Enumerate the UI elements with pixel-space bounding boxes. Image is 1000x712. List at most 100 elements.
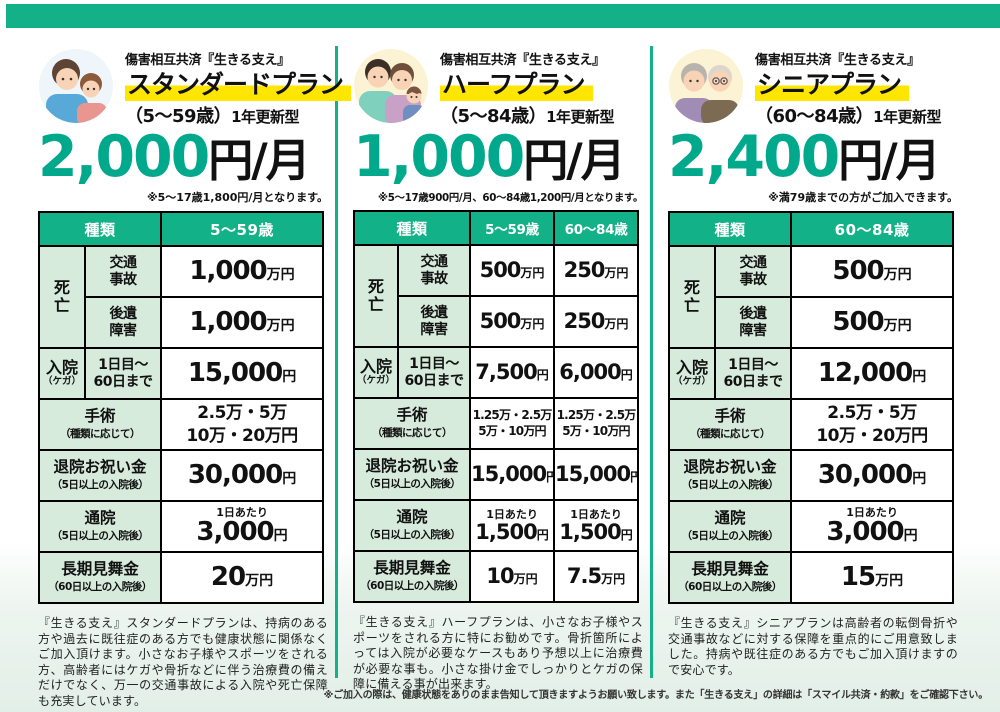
kind-header-cell: 種類 bbox=[667, 211, 793, 247]
benefits-table: 種類 60～84歳 死亡交通 事故 500万円 後遺 障害 500万円 入院 （ケガ） 1日目～… bbox=[667, 211, 955, 604]
value-number: 15 bbox=[840, 561, 876, 592]
label-line: 1日目～ bbox=[409, 356, 459, 373]
value-unit: 円 bbox=[273, 528, 288, 545]
column-divider bbox=[335, 46, 338, 678]
benefit-value-cell: 20万円 bbox=[160, 551, 325, 604]
benefit-label-cell: 退院お祝い金 （5日以上の入院後） bbox=[37, 449, 163, 502]
benefit-label-cell: 後遺 障害 bbox=[83, 296, 163, 349]
value-number: 500 bbox=[479, 258, 522, 283]
value-unit: 万円 bbox=[520, 266, 545, 281]
value-line: 5万・10万円 bbox=[478, 423, 546, 438]
benefits-table: 種類 5～59歳 死亡交通 事故 1,000万円 後遺 障害 1,000万円 入院 （ケガ） 1… bbox=[37, 211, 325, 604]
series-label: 傷害相互共済『生きる支え』 bbox=[755, 53, 920, 68]
benefit-label: 退院お祝い金 bbox=[53, 458, 147, 477]
label-line: 障害 bbox=[420, 321, 449, 338]
label-line: 交通 bbox=[109, 255, 138, 272]
benefit-value-cell: 12,000円 bbox=[790, 347, 955, 400]
benefit-value-cell: 15,000円 bbox=[553, 448, 640, 501]
value-unit: 円 bbox=[620, 528, 633, 543]
value-line: 5万・10万円 bbox=[562, 423, 630, 438]
benefit-label-note: （60日以上の入院後） bbox=[360, 579, 464, 592]
table-row: 通院 （5日以上の入院後） 1日あたり 3,000円 bbox=[37, 500, 325, 553]
price-unit: 円/月 bbox=[838, 134, 940, 187]
label-line: 後遺 bbox=[739, 306, 768, 323]
value-unit: 万円 bbox=[513, 572, 538, 587]
plan-name: ハーフプラン bbox=[440, 70, 593, 101]
standard-plan-panel: 傷害相互共済『生きる支え』 スタンダードプラン （5～59歳）1年更新型 2,0… bbox=[37, 48, 352, 709]
benefit-label-cell: 退院お祝い金 （5日以上の入院後） bbox=[667, 449, 793, 502]
label-line: 障害 bbox=[109, 322, 138, 339]
age-range: （5～84歳） bbox=[440, 106, 547, 127]
table-row: 手術 （種類に応じて） 1.25万・2.5万 5万・10万円 1.25万・2.5万 5万・… bbox=[352, 397, 640, 450]
plan-header: 傷害相互共済『生きる支え』 シニアプラン （60～84歳）1年更新型 bbox=[668, 48, 958, 127]
value-unit: 円 bbox=[546, 470, 552, 484]
value-prefix: 1日あたり bbox=[216, 506, 268, 520]
half-plan-panel: 傷害相互共済『生きる支え』 ハーフプラン （5～84歳）1年更新型 1,000円… bbox=[352, 48, 643, 693]
value-line: 10万・20万円 bbox=[816, 425, 928, 446]
label-line: 亡 bbox=[367, 295, 384, 314]
value-number: 250 bbox=[563, 258, 606, 283]
value-line: 1,500円 bbox=[472, 520, 552, 545]
benefit-value-cell: 7.5万円 bbox=[553, 550, 640, 603]
age-header-cell: 60～84歳 bbox=[790, 211, 955, 247]
label-line: 死 bbox=[367, 277, 384, 297]
benefit-group-cell: 死亡 bbox=[353, 244, 399, 348]
benefit-value-cell: 10万円 bbox=[469, 550, 556, 603]
benefit-label: 手術 bbox=[714, 407, 746, 426]
benefit-label-cell: 手術 （種類に応じて） bbox=[667, 398, 793, 451]
benefit-value-cell: 1,000万円 bbox=[160, 245, 325, 298]
value-line: 15万円 bbox=[793, 561, 951, 592]
value-line: 3,000円 bbox=[793, 519, 951, 546]
table-header-row: 種類 5～59歳 60～84歳 bbox=[352, 210, 640, 246]
column-divider bbox=[650, 46, 653, 678]
value-line: 500万円 bbox=[793, 257, 951, 285]
value-line: 20万円 bbox=[163, 563, 321, 591]
benefit-label: 長期見舞金 bbox=[61, 560, 139, 579]
benefit-group-cell: 入院 （ケガ） bbox=[668, 347, 716, 400]
value-number: 6,000 bbox=[559, 360, 621, 385]
label-line: 亡 bbox=[53, 296, 70, 315]
value-prefix: 1日あたり bbox=[846, 506, 898, 520]
value-line: 1,500円 bbox=[556, 521, 636, 543]
label-line: 事故 bbox=[739, 271, 768, 288]
value-unit: 円 bbox=[282, 470, 297, 487]
label-line: 死 bbox=[53, 278, 70, 298]
age-range-line: （5～84歳）1年更新型 bbox=[440, 102, 615, 128]
benefit-label-cell: 通院 （5日以上の入院後） bbox=[352, 499, 472, 552]
value-line: 2.5万・5万 bbox=[827, 403, 917, 424]
table-row: 死亡交通 事故 1,000万円 bbox=[38, 245, 325, 349]
benefit-group-cell: 入院 （ケガ） bbox=[353, 346, 399, 399]
label-line: 入院 bbox=[45, 358, 78, 378]
value-number: 10 bbox=[486, 564, 514, 589]
price-note: ※5～17歳1,800円/月となります。 bbox=[146, 191, 328, 204]
series-label: 傷害相互共済『生きる支え』 bbox=[125, 53, 290, 68]
benefit-label: 長期見舞金 bbox=[373, 559, 451, 578]
value-line: 10万・20万円 bbox=[186, 425, 298, 446]
parent-and-child-avatar-icon bbox=[38, 48, 114, 124]
table-row: 後遺 障害 500万円 bbox=[669, 296, 955, 349]
value-line: 1,000万円 bbox=[163, 308, 321, 336]
benefit-value-cell: 1.25万・2.5万 5万・10万円 bbox=[469, 397, 556, 450]
benefit-value-cell: 1日あたり 3,000円 bbox=[790, 500, 955, 553]
benefit-label-cell: 手術 （種類に応じて） bbox=[37, 398, 163, 451]
value-unit: 万円 bbox=[604, 266, 629, 281]
value-number: 1,500 bbox=[475, 520, 537, 545]
table-row: 入院 （ケガ） 1日目～ 60日まで 12,000円 bbox=[668, 347, 955, 400]
value-number: 500 bbox=[479, 309, 522, 334]
benefit-value-cell: 15万円 bbox=[790, 551, 955, 604]
monthly-price: 2,000円/月 bbox=[38, 129, 328, 186]
value-line: 1.25万・2.5万 bbox=[556, 407, 636, 422]
benefit-label: 手術 bbox=[396, 406, 428, 425]
label-line: 亡 bbox=[683, 296, 700, 315]
benefit-label-note: （5日以上の入院後） bbox=[681, 478, 779, 491]
age-range-line: （5～59歳）1年更新型 bbox=[125, 102, 351, 128]
benefit-label: 通院 bbox=[84, 509, 116, 528]
value-unit: 万円 bbox=[875, 572, 904, 589]
benefit-label-note: （種類に応じて） bbox=[372, 426, 453, 439]
price-note: ※満79歳までの方がご加入できます。 bbox=[768, 191, 958, 204]
value-prefix: 1日あたり bbox=[486, 507, 538, 521]
value-unit: 万円 bbox=[520, 317, 545, 332]
benefit-value-cell: 500万円 bbox=[469, 295, 556, 348]
value-number: 30,000 bbox=[187, 459, 283, 490]
value-number: 250 bbox=[563, 309, 606, 334]
